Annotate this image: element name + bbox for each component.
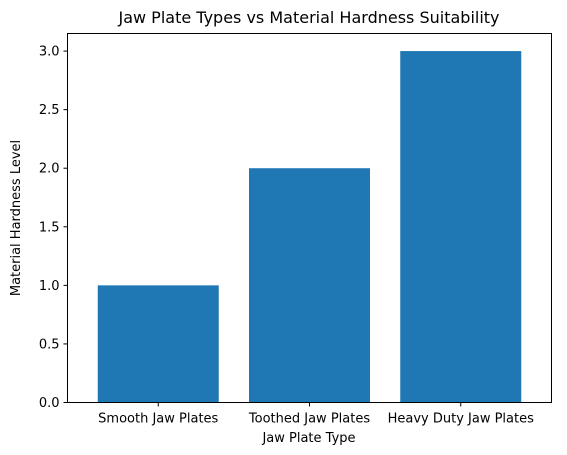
x-ticks-group: Smooth Jaw Plates Toothed Jaw Plates Heavy…	[98, 402, 535, 427]
y-tick-label: 0.5	[39, 337, 60, 352]
bar-1	[249, 168, 370, 403]
plot-frame	[67, 33, 552, 403]
y-tick-label: 2.5	[39, 103, 60, 118]
chart-title: Jaw Plate Types vs Material Hardness Sui…	[117, 8, 499, 27]
bar-2	[400, 51, 522, 403]
x-tick-label: Toothed Jaw Plates	[248, 412, 370, 427]
x-axis-label: Jaw Plate Type	[261, 431, 355, 446]
y-tick-label: 1.5	[39, 220, 60, 235]
x-tick-label: Smooth Jaw Plates	[98, 412, 218, 427]
x-tick-label: Heavy Duty Jaw Plates	[388, 412, 535, 427]
y-axis-label: Material Hardness Level	[9, 140, 24, 296]
bars-group	[97, 51, 522, 403]
y-tick-label: 2.0	[39, 162, 60, 177]
bar-0	[97, 285, 219, 403]
y-tick-label: 0.0	[39, 396, 60, 411]
y-tick-label: 3.0	[39, 45, 60, 60]
y-tick-label: 1.0	[39, 279, 60, 294]
y-ticks-group: 0.0 0.5 1.0 1.5 2.0 2.5 3.0	[39, 45, 68, 411]
